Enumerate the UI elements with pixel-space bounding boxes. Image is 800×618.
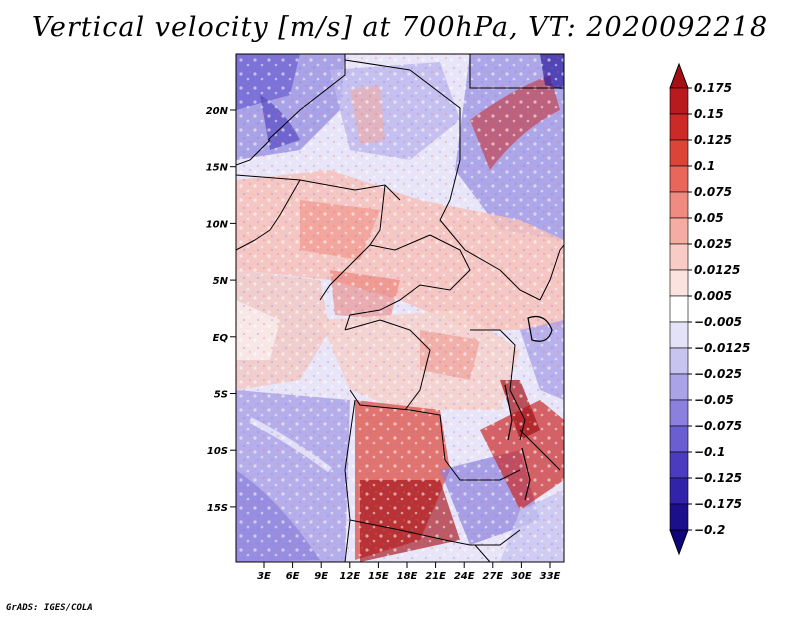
lon-tick-label: 30E — [511, 571, 532, 582]
lat-tick-label: 10S — [207, 446, 228, 457]
colorbar-label: 0.05 — [694, 211, 724, 225]
colorbar-label: −0.075 — [694, 419, 742, 433]
lon-tick-label: 27E — [482, 571, 503, 582]
lon-tick-label: 18E — [397, 571, 418, 582]
latitude-axis: 20N 15N 10N 5N EQ 5S 10S 15S — [206, 106, 236, 514]
colorbar-swatch — [669, 269, 689, 297]
colorbar-top-arrow — [669, 62, 689, 89]
lat-tick-label: EQ — [213, 333, 229, 344]
colorbar-label: 0.0125 — [694, 263, 740, 277]
lon-tick-label: 3E — [257, 571, 271, 582]
lon-tick-label: 33E — [540, 571, 561, 582]
colorbar-bottom-arrow — [669, 529, 689, 556]
colorbar-swatch — [669, 87, 689, 115]
colorbar-swatch — [669, 165, 689, 193]
lat-tick-label: 5N — [213, 276, 229, 287]
lon-tick-label: 24E — [454, 571, 475, 582]
colorbar-label: −0.025 — [694, 367, 742, 381]
colorbar-label: −0.125 — [694, 471, 742, 485]
colorbar-swatch — [669, 321, 689, 349]
colorbar-swatch — [669, 139, 689, 167]
lon-tick-label: 15E — [368, 571, 389, 582]
colorbar-label: −0.175 — [694, 497, 742, 511]
chart-title: Vertical velocity [m/s] at 700hPa, VT: 2… — [31, 12, 769, 43]
colorbar-swatch — [669, 477, 689, 505]
colorbar-label: −0.05 — [694, 393, 734, 407]
colorbar-swatch — [669, 373, 689, 401]
lat-tick-label: 15N — [206, 163, 229, 174]
lat-tick-label: 5S — [214, 390, 228, 401]
colorbar-swatch — [669, 217, 689, 245]
longitude-axis: 3E 6E 9E 12E 15E 18E 21E 24E 27E 30E 33E — [257, 562, 561, 582]
lat-tick-label: 20N — [206, 106, 229, 117]
colorbar-label: 0.1 — [694, 159, 715, 173]
lon-tick-label: 12E — [339, 571, 360, 582]
colorbar-label: 0.025 — [694, 237, 732, 251]
lon-tick-label: 21E — [425, 571, 446, 582]
lon-tick-label: 9E — [314, 571, 328, 582]
colorbar-swatch — [669, 295, 689, 323]
footer-credit: GrADS: IGES/COLA — [6, 603, 93, 613]
colorbar-swatch — [669, 503, 689, 531]
vertical-velocity-field — [236, 54, 564, 562]
lon-tick-label: 6E — [286, 571, 300, 582]
colorbar-label: −0.2 — [694, 523, 725, 537]
map-frame — [235, 53, 565, 563]
colorbar-label: 0.15 — [694, 107, 724, 121]
colorbar-swatch — [669, 451, 689, 479]
colorbar-label: −0.0125 — [694, 341, 750, 355]
lat-tick-label: 15S — [207, 503, 228, 514]
lat-tick-label: 10N — [206, 219, 229, 230]
colorbar-swatch — [669, 113, 689, 141]
colorbar-label: −0.1 — [694, 445, 725, 459]
colorbar-label: 0.005 — [694, 289, 732, 303]
colorbar: 0.175 0.15 0.125 0.1 0.075 0.05 0.025 0.0125 0.0… — [669, 62, 750, 556]
colorbar-swatch — [669, 399, 689, 427]
colorbar-label: 0.075 — [694, 185, 732, 199]
colorbar-label: −0.005 — [694, 315, 742, 329]
colorbar-label: 0.175 — [694, 81, 732, 95]
colorbar-label: 0.125 — [694, 133, 732, 147]
lake-outlines — [504, 315, 553, 501]
colorbar-swatch — [669, 347, 689, 375]
colorbar-swatch — [669, 191, 689, 219]
country-borders — [236, 54, 564, 562]
colorbar-swatch — [669, 425, 689, 453]
colorbar-swatch — [669, 243, 689, 271]
